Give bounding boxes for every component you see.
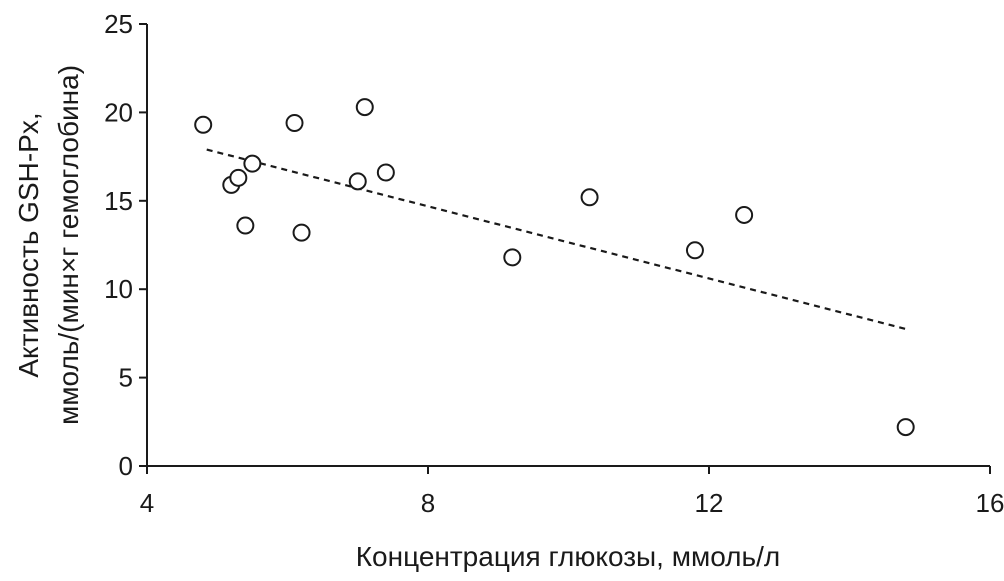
data-point [348, 172, 367, 191]
data-point [685, 241, 704, 260]
data-point [355, 98, 374, 117]
y-tick-label: 5 [119, 363, 133, 393]
data-point [285, 114, 304, 133]
y-axis-title-line-1: Активность GSH-Px, [13, 112, 44, 377]
x-tick-label: 12 [695, 488, 724, 518]
data-point [236, 216, 255, 235]
data-point [292, 223, 311, 242]
data-point [376, 163, 395, 182]
x-tick-label: 8 [421, 488, 435, 518]
trendline-layer [206, 148, 910, 331]
y-tick-label: 15 [104, 186, 133, 216]
x-tick-label: 16 [976, 488, 1004, 518]
x-axis-title: Концентрация глюкозы, ммоль/л [356, 541, 780, 572]
data-point [580, 188, 599, 207]
trendline [206, 148, 910, 331]
data-point [503, 248, 522, 267]
y-tick-label: 0 [119, 451, 133, 481]
data-point [735, 205, 754, 224]
data-point [896, 418, 915, 437]
y-tick-label: 10 [104, 274, 133, 304]
data-point [243, 154, 262, 173]
y-tick-label: 25 [104, 9, 133, 39]
data-point [229, 168, 248, 187]
axes [146, 24, 990, 467]
data-points [194, 98, 915, 437]
y-tick-label: 20 [104, 97, 133, 127]
axis-ticks: 0 5 10 15 20 25 4 8 12 16 [104, 9, 1004, 518]
x-tick-label: 4 [140, 488, 154, 518]
y-axis-title-line-2: ммоль/(мин×г гемоглобина) [53, 65, 84, 425]
data-point [194, 115, 213, 134]
